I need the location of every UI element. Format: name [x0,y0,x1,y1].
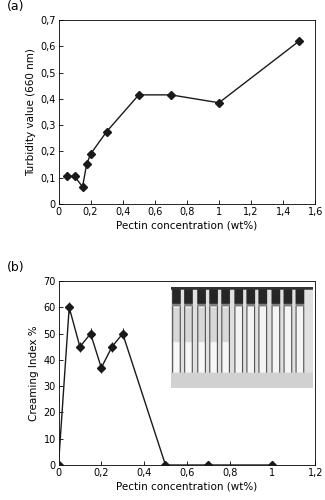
X-axis label: Pectin concentration (wt%): Pectin concentration (wt%) [116,482,257,492]
Y-axis label: Creaming Index %: Creaming Index % [29,325,39,421]
X-axis label: Pectin concentration (wt%): Pectin concentration (wt%) [116,221,257,231]
Text: (b): (b) [7,261,25,274]
Y-axis label: Turbidity value (660 nm): Turbidity value (660 nm) [26,48,36,176]
Text: (a): (a) [7,0,25,12]
